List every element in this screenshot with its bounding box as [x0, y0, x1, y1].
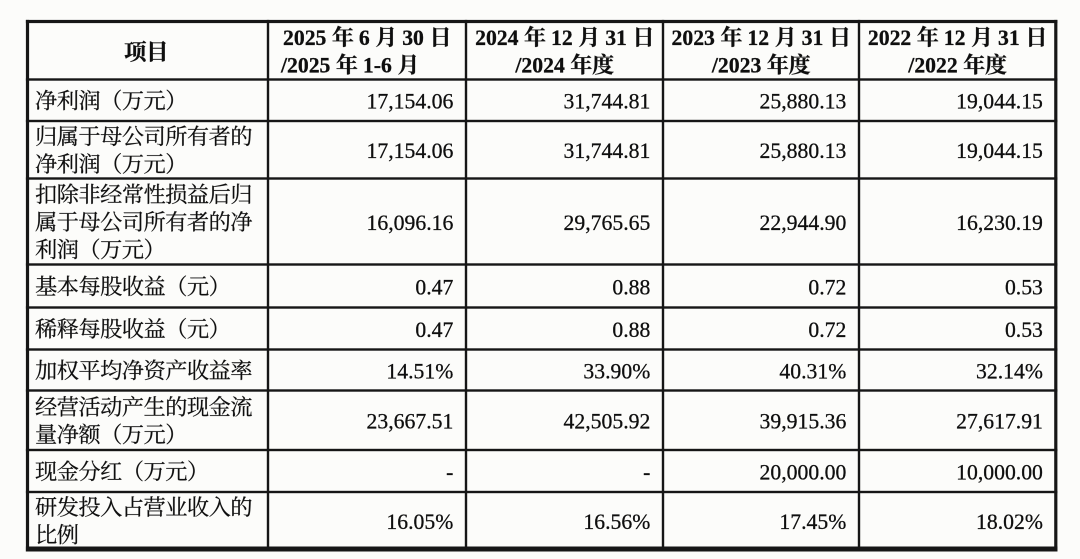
- svg-text:31,744.81: 31,744.81: [564, 90, 651, 114]
- svg-text:31,744.81: 31,744.81: [564, 139, 651, 163]
- svg-text:40.31%: 40.31%: [779, 359, 846, 383]
- svg-text:17,154.06: 17,154.06: [367, 139, 454, 163]
- svg-text:32.14%: 32.14%: [976, 359, 1043, 383]
- svg-text:0.53: 0.53: [1005, 275, 1043, 299]
- svg-text:0.47: 0.47: [415, 275, 453, 299]
- svg-text:16,230.19: 16,230.19: [956, 211, 1043, 235]
- svg-text:12: 12: [551, 26, 573, 50]
- svg-text:1-6: 1-6: [363, 54, 392, 78]
- svg-text:10,000.00: 10,000.00: [956, 460, 1043, 484]
- svg-text:6: 6: [359, 26, 370, 50]
- svg-text:17.45%: 17.45%: [779, 510, 846, 534]
- svg-text:33.90%: 33.90%: [583, 359, 650, 383]
- svg-text:29,765.65: 29,765.65: [564, 211, 651, 235]
- svg-text:27,617.91: 27,617.91: [956, 410, 1043, 434]
- svg-text:0.72: 0.72: [808, 318, 846, 342]
- svg-text:16.56%: 16.56%: [583, 510, 650, 534]
- svg-text:17,154.06: 17,154.06: [367, 90, 454, 114]
- svg-text:12: 12: [944, 26, 966, 50]
- svg-text:2025: 2025: [283, 26, 327, 50]
- svg-text:12: 12: [747, 26, 769, 50]
- svg-text:39,915.36: 39,915.36: [760, 410, 847, 434]
- svg-text:31: 31: [802, 26, 824, 50]
- svg-text:0.88: 0.88: [612, 275, 650, 299]
- svg-text:0.53: 0.53: [1005, 318, 1043, 342]
- svg-text:/2024: /2024: [514, 54, 565, 78]
- svg-text:2023: 2023: [672, 26, 716, 50]
- svg-text:31: 31: [998, 26, 1020, 50]
- svg-text:-: -: [446, 460, 453, 484]
- svg-text:0.88: 0.88: [612, 318, 650, 342]
- svg-text:16.05%: 16.05%: [386, 510, 453, 534]
- svg-text:31: 31: [605, 26, 627, 50]
- svg-text:30: 30: [402, 26, 424, 50]
- svg-text:22,944.90: 22,944.90: [760, 211, 847, 235]
- svg-text:18.02%: 18.02%: [976, 510, 1043, 534]
- svg-text:/2025: /2025: [280, 54, 331, 78]
- svg-text:25,880.13: 25,880.13: [760, 90, 847, 114]
- svg-text:19,044.15: 19,044.15: [956, 90, 1043, 114]
- svg-text:42,505.92: 42,505.92: [564, 410, 651, 434]
- svg-text:19,044.15: 19,044.15: [956, 139, 1043, 163]
- svg-text:0.47: 0.47: [415, 318, 453, 342]
- svg-text:/2022: /2022: [907, 54, 957, 78]
- svg-text:0.72: 0.72: [808, 275, 846, 299]
- svg-text:-: -: [643, 460, 650, 484]
- svg-text:20,000.00: 20,000.00: [760, 460, 847, 484]
- svg-text:16,096.16: 16,096.16: [367, 211, 454, 235]
- svg-text:2022: 2022: [868, 26, 911, 50]
- svg-text:/2023: /2023: [711, 54, 762, 78]
- svg-text:25,880.13: 25,880.13: [760, 139, 847, 163]
- svg-text:23,667.51: 23,667.51: [367, 410, 454, 434]
- svg-text:2024: 2024: [475, 26, 519, 50]
- svg-text:14.51%: 14.51%: [386, 359, 453, 383]
